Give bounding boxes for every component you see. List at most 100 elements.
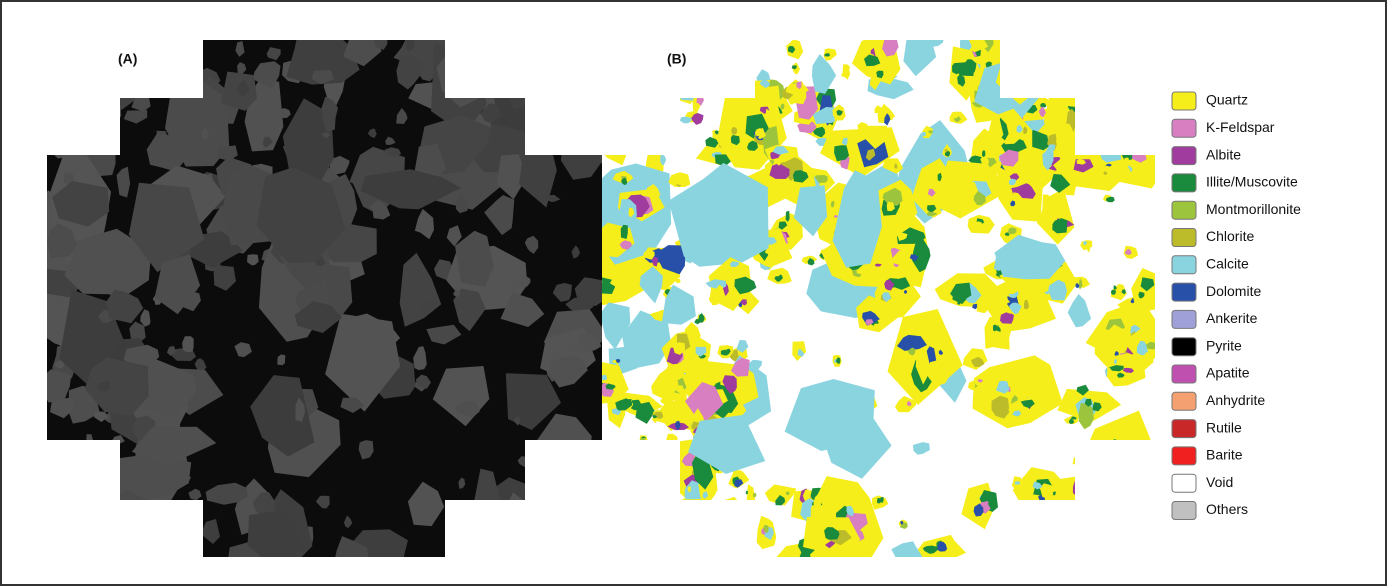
legend-label: Ankerite [1206,310,1258,326]
grain [1131,92,1165,151]
speck [1041,545,1055,556]
speck [1072,531,1084,549]
legend-swatch [1172,147,1196,165]
speck [1136,471,1143,477]
speck [693,56,703,65]
speck [604,524,611,541]
speck [1114,456,1133,470]
grain [1132,482,1144,499]
speck [709,517,722,538]
speck [1065,65,1078,73]
speck [620,55,625,60]
speck [1141,100,1159,110]
grain [996,53,1045,105]
speck [813,564,820,568]
grain [693,531,738,573]
grain [169,85,187,96]
speck [733,534,737,540]
grain [1136,465,1147,487]
speck [1020,529,1063,556]
grain [496,492,559,580]
grain [634,526,642,535]
speck [621,486,633,498]
legend-swatch [1172,474,1196,492]
speck [604,520,611,529]
speck [1130,38,1134,41]
speck [621,524,636,534]
speck [676,508,692,516]
speck [1018,553,1052,578]
speck [1140,147,1143,150]
speck [654,524,672,537]
grain [47,482,58,496]
speck [1116,137,1122,146]
speck [1104,510,1115,523]
speck [1003,45,1014,54]
speck [629,544,639,550]
grain [499,523,510,533]
speck [1134,525,1138,531]
speck [715,551,725,560]
grain [1079,453,1122,546]
legend-swatch [1172,338,1196,356]
legend-label: Montmorillonite [1206,201,1301,217]
grain [578,467,596,483]
speck [1137,490,1141,495]
grain [100,79,117,92]
speck [1062,524,1069,534]
grain [1056,525,1064,532]
speck [800,561,808,569]
grain [726,537,736,545]
speck [725,518,736,532]
speck [1084,496,1097,513]
grain [28,497,117,586]
speck [1072,99,1092,119]
grain [1137,470,1158,492]
grain [105,499,137,539]
speck [1085,45,1095,53]
speck [696,507,707,522]
speck [1094,90,1099,96]
speck [635,529,641,534]
speck [593,138,613,149]
grain [675,499,697,517]
speck [1148,112,1156,122]
speck [729,540,734,544]
speck [677,506,695,520]
speck [991,36,1014,60]
grain [503,56,555,109]
grain [568,38,585,46]
grain [596,37,643,85]
speck [693,501,701,510]
speck [1099,453,1123,475]
speck [623,481,637,493]
speck [617,64,629,72]
speck [1034,564,1038,569]
grain [98,105,121,125]
speck [1075,29,1090,41]
speck [660,80,688,99]
speck [1041,547,1070,569]
grain [516,27,543,57]
legend-swatch [1172,256,1196,274]
speck [657,148,662,153]
legend-swatch [1172,365,1196,383]
speck [623,514,638,528]
grain [523,478,572,527]
grain [697,497,755,548]
speck [668,84,680,101]
speck [1084,541,1087,544]
speck [635,461,646,468]
speck [1090,114,1097,129]
legend-label: Anhydrite [1206,392,1265,408]
legend-label: Apatite [1206,365,1250,381]
speck [1016,81,1021,84]
speck [1133,135,1145,151]
speck [623,132,629,140]
speck [1128,478,1141,495]
legend-label: K-Feldspar [1206,119,1275,135]
panel-label: (B) [667,51,686,67]
speck [1123,135,1139,151]
speck [726,522,737,532]
speck [629,457,646,464]
